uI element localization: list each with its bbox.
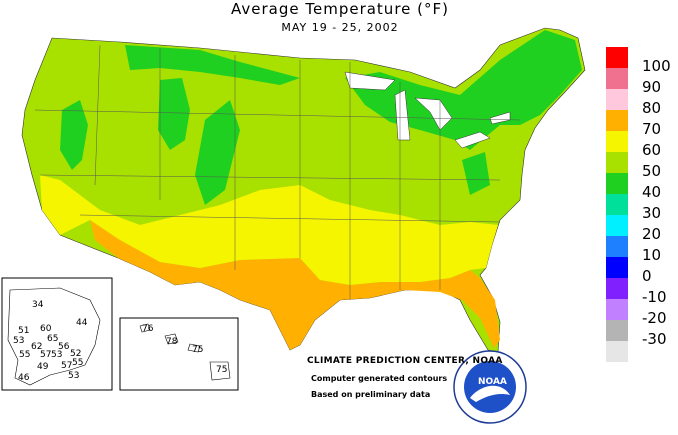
alaska-landmass [7,287,101,386]
legend-row [606,341,678,362]
legend-row: 10 [606,236,678,264]
legend-label: 80 [642,99,662,117]
ak-label: 53 [68,371,79,381]
legend-row: 30 [606,194,678,222]
legend-swatch [606,89,628,110]
zone-60s [40,175,498,285]
zone-50s-wyoming [195,100,240,205]
legend-swatch [606,194,628,215]
legend-row: -20 [606,299,678,327]
ak-label: 46 [18,373,30,383]
zone-50s-rockies [158,78,190,150]
ak-label: 53 [51,350,62,360]
ak-label: 57 [61,361,72,371]
credit-center: CLIMATE PREDICTION CENTER, NOAA [307,356,503,366]
ak-label: 49 [37,362,49,372]
hi-label: 75 [192,345,203,355]
map-subtitle: MAY 19 - 25, 2002 [281,21,399,34]
credit-line-1: Computer generated contours [311,374,448,383]
legend-swatch [606,215,628,236]
map-title: Average Temperature (°F) [231,0,449,18]
legend-row: 40 [606,173,678,201]
hi-label: 75 [216,365,227,375]
ak-label: 62 [31,342,42,352]
ak-label: 55 [19,350,30,360]
legend-label: 50 [642,162,662,180]
legend-label: -20 [642,309,667,327]
ak-label: 52 [70,349,81,359]
noaa-logo: NOAA [453,350,527,424]
legend-label: 40 [642,183,662,201]
legend-swatch [606,278,628,299]
legend-label: 10 [642,246,662,264]
legend-swatch [606,257,628,278]
legend-label: -10 [642,288,667,306]
legend-label: 60 [642,141,662,159]
great-lakes [344,71,511,149]
legend-swatch [606,68,628,89]
ak-label: 56 [58,342,70,352]
zone-70s [90,220,500,350]
legend-swatch [606,236,628,257]
legend-row: 60 [606,131,678,159]
legend-row: 90 [606,68,678,96]
zone-50s-north [125,45,300,85]
ak-label: 51 [18,326,29,336]
ak-label: 53 [13,336,24,346]
legend-swatch [606,47,628,68]
credit-line-2: Based on preliminary data [311,390,431,399]
legend-row: -10 [606,278,678,306]
legend-row: 100 [606,47,678,75]
legend-swatch [606,299,628,320]
legend-label: -30 [642,330,667,348]
zone-50s-west [60,100,88,170]
ak-label: 44 [76,318,88,328]
legend-row: 50 [606,152,678,180]
legend-row: 0 [606,257,678,285]
legend-row: 20 [606,215,678,243]
ak-label: 60 [40,324,52,334]
legend-label: 100 [642,57,671,75]
hawaii-islands [139,323,231,381]
zone-50s-appalachia [462,152,490,195]
ak-label: 34 [32,300,44,310]
legend-row: 80 [606,89,678,117]
noaa-logo-text: NOAA [478,377,507,387]
alaska-values: 34 44 51 60 53 65 62 56 55 57 53 52 49 5… [13,300,88,383]
legend-label: 0 [642,267,652,285]
legend-row: -30 [606,320,678,348]
legend-swatch [606,173,628,194]
state-lines [34,44,521,300]
ak-label: 65 [47,334,58,344]
legend-swatch [606,110,628,131]
legend-swatch [606,341,628,362]
legend-swatch [606,152,628,173]
legend-label: 70 [642,120,662,138]
hawaii-values: 76 78 75 75 [142,324,227,375]
legend-label: 30 [642,204,662,222]
ak-label: 57 [40,350,51,360]
legend-label: 90 [642,78,662,96]
legend-row: 70 [606,110,678,138]
legend-swatch [606,320,628,341]
legend-swatch [606,131,628,152]
ak-label: 55 [72,358,83,368]
hi-label: 78 [166,337,178,347]
hi-label: 76 [142,324,154,334]
legend-label: 20 [642,225,662,243]
